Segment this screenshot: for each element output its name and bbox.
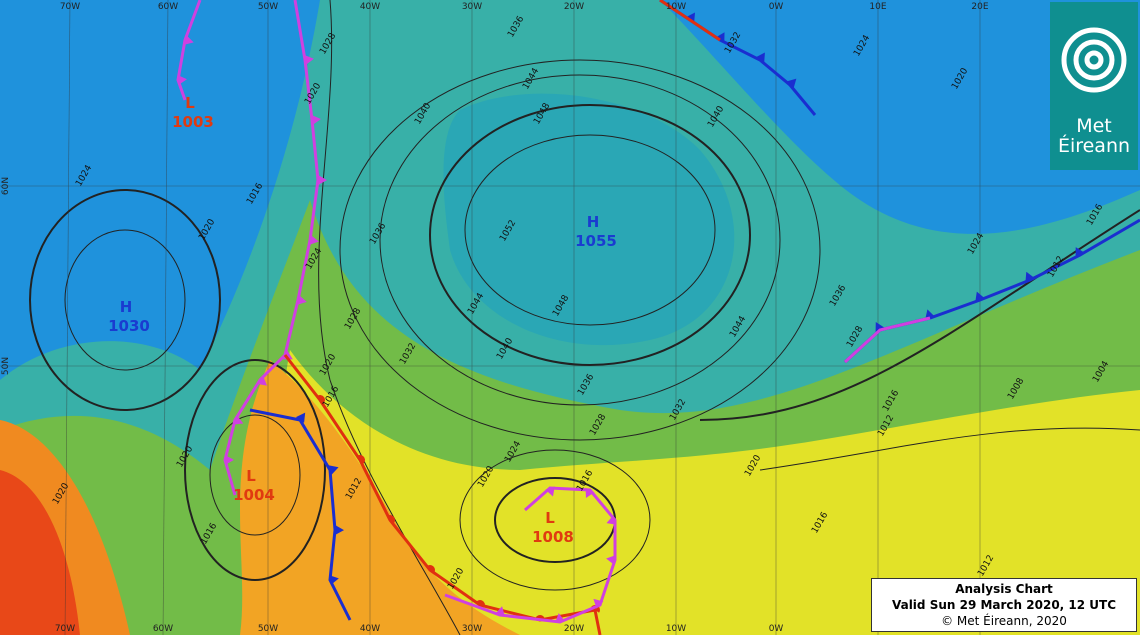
- lon-label-bottom: 20W: [564, 624, 584, 634]
- center-type: L: [246, 467, 256, 485]
- fronts: [176, 0, 1140, 635]
- lon-label-top: 50W: [258, 2, 278, 12]
- lon-label-top: 40W: [360, 2, 380, 12]
- center-type: H: [587, 213, 600, 231]
- occluded-front: [843, 316, 931, 364]
- lon-label-top: 10E: [869, 2, 886, 12]
- occluded-front: [444, 486, 617, 624]
- logo-line1: Met: [1076, 115, 1112, 137]
- center-type: L: [545, 509, 555, 527]
- warm-front: [659, 0, 721, 42]
- lon-label-top: 70W: [60, 2, 80, 12]
- lon-label-bottom: 10W: [666, 624, 686, 634]
- center-value: 1004: [233, 486, 275, 504]
- lon-label-top: 20W: [564, 2, 584, 12]
- occluded-front: [223, 0, 327, 496]
- lon-label-bottom: 40W: [360, 624, 380, 634]
- center-type: L: [185, 94, 195, 112]
- center-type: H: [120, 298, 133, 316]
- caption: Analysis Chart Valid Sun 29 March 2020, …: [871, 578, 1137, 632]
- lat-label: 50N: [1, 357, 11, 375]
- center-value: 1055: [575, 232, 617, 250]
- logo-swirl: [1061, 27, 1127, 93]
- center-value: 1008: [532, 528, 574, 546]
- high-core: [443, 93, 735, 346]
- lon-label-bottom: 30W: [462, 624, 482, 634]
- logo-line2: Éireann: [1057, 135, 1131, 157]
- red-area: [0, 470, 80, 635]
- lon-label-bottom: 70W: [55, 624, 75, 634]
- center-value: 1030: [108, 317, 150, 335]
- lon-label-top: 0W: [769, 2, 784, 12]
- lon-label-top: 60W: [158, 2, 178, 12]
- lon-label-top: 30W: [462, 2, 482, 12]
- lat-label: 60N: [1, 177, 11, 195]
- caption-copyright: © Met Éireann, 2020: [941, 614, 1067, 628]
- center-value: 1003: [172, 113, 214, 131]
- lon-label-bottom: 60W: [153, 624, 173, 634]
- lon-label-top: 10W: [666, 2, 686, 12]
- occluded-front: [176, 0, 202, 101]
- lon-label-bottom: 50W: [258, 624, 278, 634]
- logo: Met Éireann: [1050, 2, 1138, 170]
- lon-label-top: 20E: [971, 2, 988, 12]
- caption-title: Analysis Chart: [955, 582, 1053, 596]
- caption-valid: Valid Sun 29 March 2020, 12 UTC: [891, 598, 1117, 612]
- lon-label-bottom: 0W: [769, 624, 784, 634]
- cold-front: [249, 408, 352, 621]
